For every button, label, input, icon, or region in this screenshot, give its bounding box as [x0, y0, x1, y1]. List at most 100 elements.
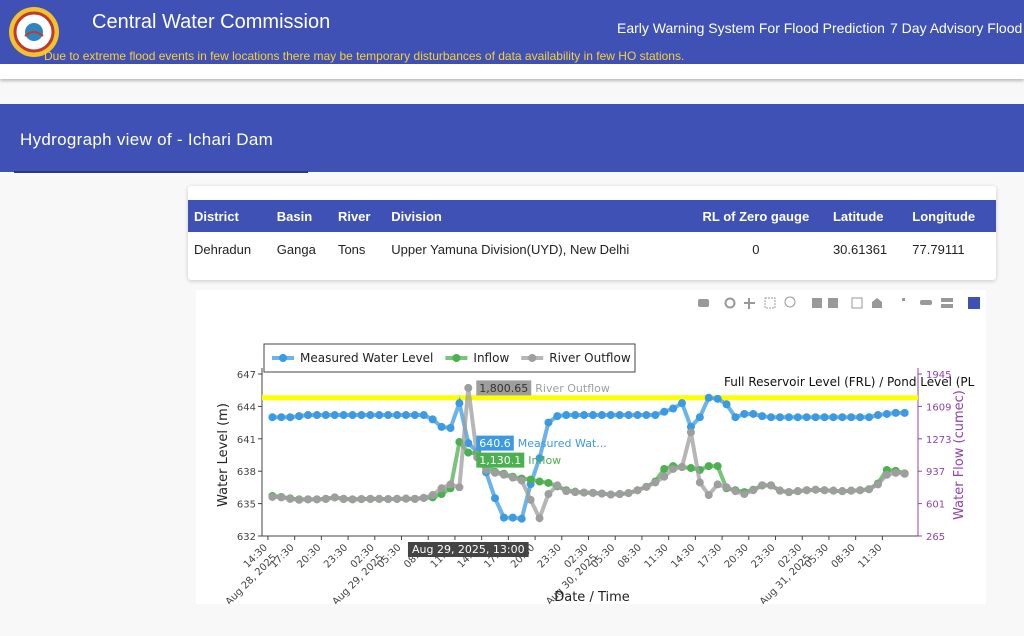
data-point: [482, 465, 491, 474]
data-point: [321, 411, 330, 420]
data-point: [873, 411, 882, 420]
data-point: [464, 448, 473, 457]
data-point: [713, 394, 722, 403]
data-point: [900, 408, 909, 417]
hover-value: 640.6: [479, 437, 511, 450]
y2-tick-label: 937: [926, 467, 945, 478]
data-point: [704, 393, 713, 402]
data-point: [357, 495, 366, 504]
data-point: [784, 413, 793, 422]
nav-link[interactable]: Early Warning System For Flood Predictio…: [617, 20, 885, 36]
y-tick-label: 635: [237, 500, 256, 511]
legend-label: River Outflow: [549, 351, 631, 365]
data-point: [775, 486, 784, 495]
notice: Due to extreme flood events in few locat…: [44, 49, 685, 63]
legend-label: Measured Water Level: [300, 351, 433, 365]
logo: [9, 7, 59, 57]
data-point: [375, 411, 384, 420]
nav-link[interactable]: 7 Day Advisory Flood F: [890, 20, 1024, 36]
x-tick-label: 20:30: [295, 542, 323, 570]
chart: 632 635 638 641 644 647 265 601 937 1273 1609 1945 1…: [216, 296, 980, 608]
data-point: [535, 454, 544, 463]
data-point: [544, 418, 553, 427]
title-band: Hydrograph view of - Ichari Dam: [0, 104, 1024, 173]
data-point: [891, 468, 900, 477]
y2-tick-label: 601: [926, 500, 945, 511]
data-point: [437, 484, 446, 493]
info-card: District Basin River Division RL of Zero gau…: [188, 186, 996, 280]
data-point: [348, 411, 357, 420]
data-point: [321, 494, 330, 503]
hover-value: 1,800.65: [479, 382, 528, 395]
x-tick-label: 08:30: [830, 542, 858, 570]
data-point: [820, 486, 829, 495]
legend-marker: [528, 354, 537, 362]
data-point: [304, 411, 313, 420]
data-point: [580, 488, 589, 497]
y-tick-label: 641: [237, 435, 256, 446]
data-point: [829, 486, 838, 495]
data-point: [731, 413, 740, 422]
data-point: [491, 494, 500, 503]
data-point: [286, 494, 295, 503]
data-point: [339, 411, 348, 420]
data-point: [330, 411, 339, 420]
data-point: [277, 493, 286, 502]
legend-label: Inflow: [473, 351, 509, 365]
data-point: [775, 413, 784, 422]
data-point: [686, 464, 695, 473]
data-point: [767, 413, 776, 422]
x-tick-label: 14:30: [669, 542, 697, 570]
data-point: [695, 413, 704, 422]
chart-container: 632 635 638 641 644 647 265 601 937 1273 1609 1945 1…: [196, 290, 986, 608]
data-point: [446, 424, 455, 432]
data-point: [437, 422, 446, 431]
data-point: [811, 485, 820, 494]
data-point: [428, 415, 437, 424]
data-point: [758, 481, 767, 490]
data-point: [704, 462, 713, 471]
hover-series: Inflow: [528, 454, 561, 467]
data-point: [838, 413, 847, 422]
y2-tick-label: 1945: [926, 370, 951, 381]
data-point: [401, 411, 410, 420]
data-point: [535, 477, 544, 486]
column-header: River: [331, 200, 386, 232]
data-point: [410, 494, 419, 503]
data-point: [704, 491, 713, 500]
data-point: [410, 411, 419, 420]
table-cell: 0: [752, 241, 760, 257]
data-point: [464, 439, 473, 448]
data-point: [713, 480, 722, 489]
data-point: [900, 469, 909, 478]
hover-series: River Outflow: [535, 382, 610, 395]
column-header: Division: [385, 200, 685, 232]
data-point: [633, 486, 642, 495]
data-point: [455, 483, 464, 492]
data-point: [517, 514, 526, 523]
header-row: District Basin River Division RL of Zero gau…: [188, 200, 996, 232]
data-point: [268, 492, 277, 501]
table-cell: Tons: [337, 241, 366, 257]
site-title[interactable]: Central Water Commission: [92, 11, 331, 33]
data-point: [740, 409, 749, 418]
data-point: [544, 490, 553, 499]
data-point: [891, 408, 900, 417]
data-point: [526, 495, 535, 504]
data-point: [553, 412, 562, 421]
table-row: Dehradun Ganga Tons Upper Yamuna Division(U…: [188, 232, 996, 266]
hover-x-box: [407, 542, 529, 557]
table-cell: Upper Yamuna Division(UYD), New Delhi: [391, 241, 630, 257]
data-point: [882, 470, 891, 479]
y-tick-label: 638: [237, 467, 256, 478]
data-point: [873, 480, 882, 489]
data-point: [562, 487, 571, 496]
modebar[interactable]: [698, 296, 980, 309]
data-point: [562, 411, 571, 420]
data-point: [669, 404, 678, 413]
data-point: [793, 487, 802, 496]
data-point: [393, 411, 402, 420]
data-point: [847, 413, 856, 422]
data-point: [642, 482, 651, 491]
